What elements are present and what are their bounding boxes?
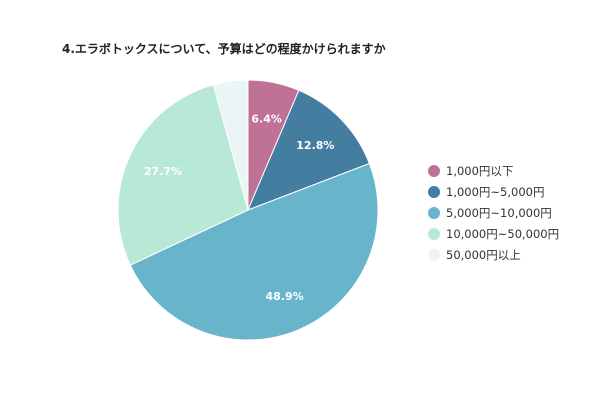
pie-slice: [117, 84, 249, 266]
pie-slice: [247, 89, 371, 211]
slice-data-label: 48.9%: [266, 290, 304, 303]
legend-label: 5,000円~10,000円: [446, 205, 552, 220]
legend-item: 5,000円~10,000円: [428, 202, 588, 223]
legend: 1,000円以下 1,000円~5,000円 5,000円~10,000円 10,00…: [428, 160, 588, 265]
pie-slice: [129, 162, 379, 341]
legend-item: 10,000円~50,000円: [428, 223, 588, 244]
legend-item: 1,000円~5,000円: [428, 181, 588, 202]
legend-label: 50,000円以上: [446, 247, 521, 262]
legend-label: 1,000円以下: [446, 163, 514, 178]
slice-data-label: 6.4%: [251, 112, 282, 125]
legend-label: 1,000円~5,000円: [446, 184, 545, 199]
legend-swatch: [428, 248, 440, 261]
legend-item: 50,000円以上: [428, 244, 588, 265]
legend-item: 1,000円以下: [428, 160, 588, 181]
chart-title: 4.エラボトックスについて、予算はどの程度かけられますか: [62, 42, 386, 56]
legend-swatch: [428, 227, 440, 240]
slice-data-label: 12.8%: [296, 139, 334, 152]
pie-slice: [212, 79, 249, 211]
legend-swatch: [428, 164, 440, 177]
legend-label: 10,000円~50,000円: [446, 226, 560, 241]
slice-data-label: 27.7%: [144, 165, 182, 178]
legend-swatch: [428, 185, 440, 198]
legend-swatch: [428, 206, 440, 219]
